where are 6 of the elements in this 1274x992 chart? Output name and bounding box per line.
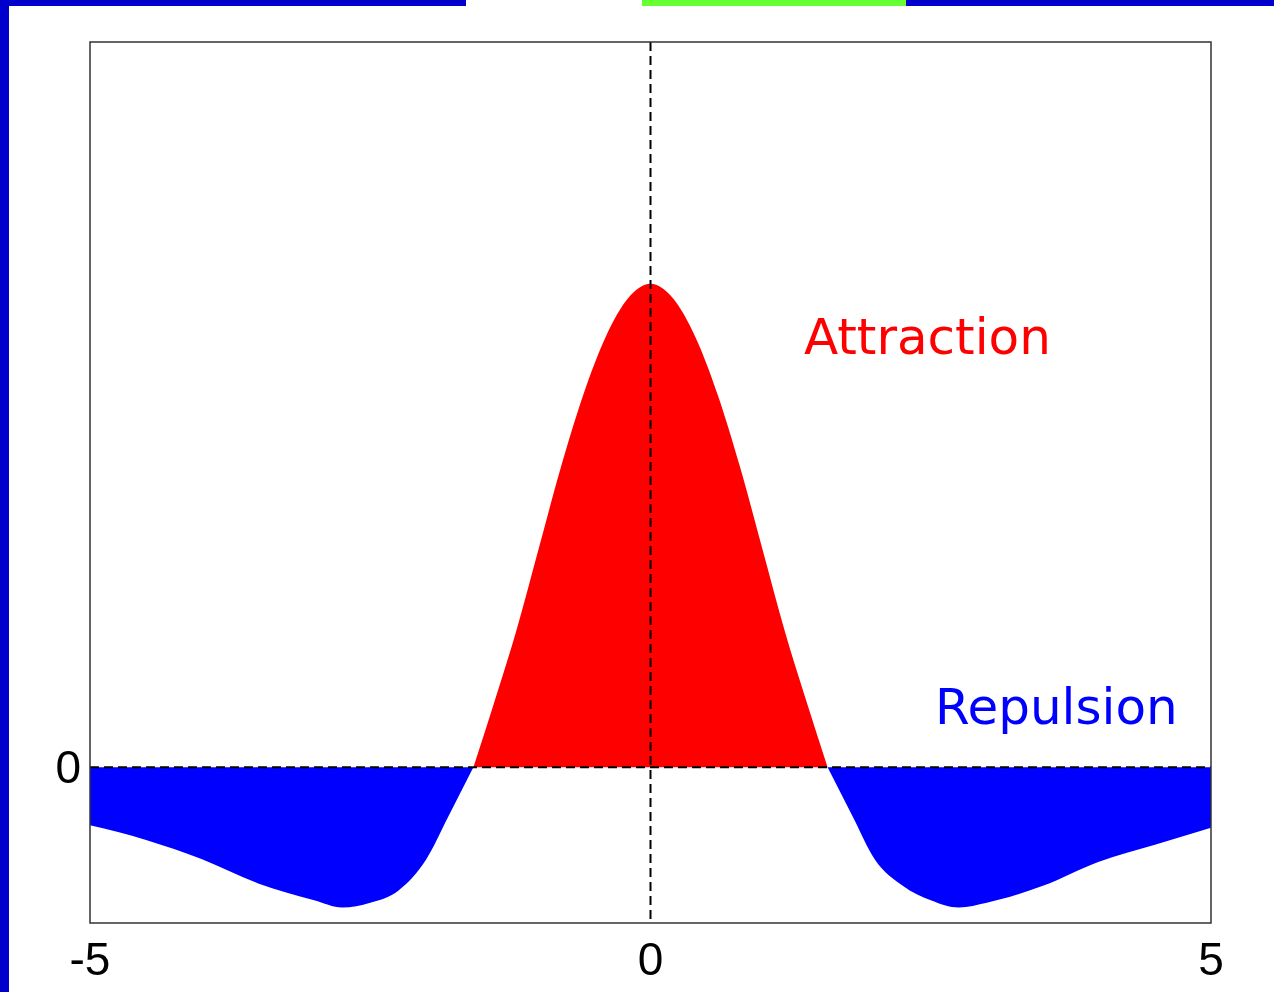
x-tick-label: -5 xyxy=(69,933,111,985)
series-label: Repulsion xyxy=(934,678,1178,737)
ref-line-label: 0 xyxy=(55,741,81,794)
x-tick-label: 0 xyxy=(637,933,664,985)
x-tick-label: 5 xyxy=(1198,933,1224,985)
series-label: Attraction xyxy=(803,308,1051,367)
